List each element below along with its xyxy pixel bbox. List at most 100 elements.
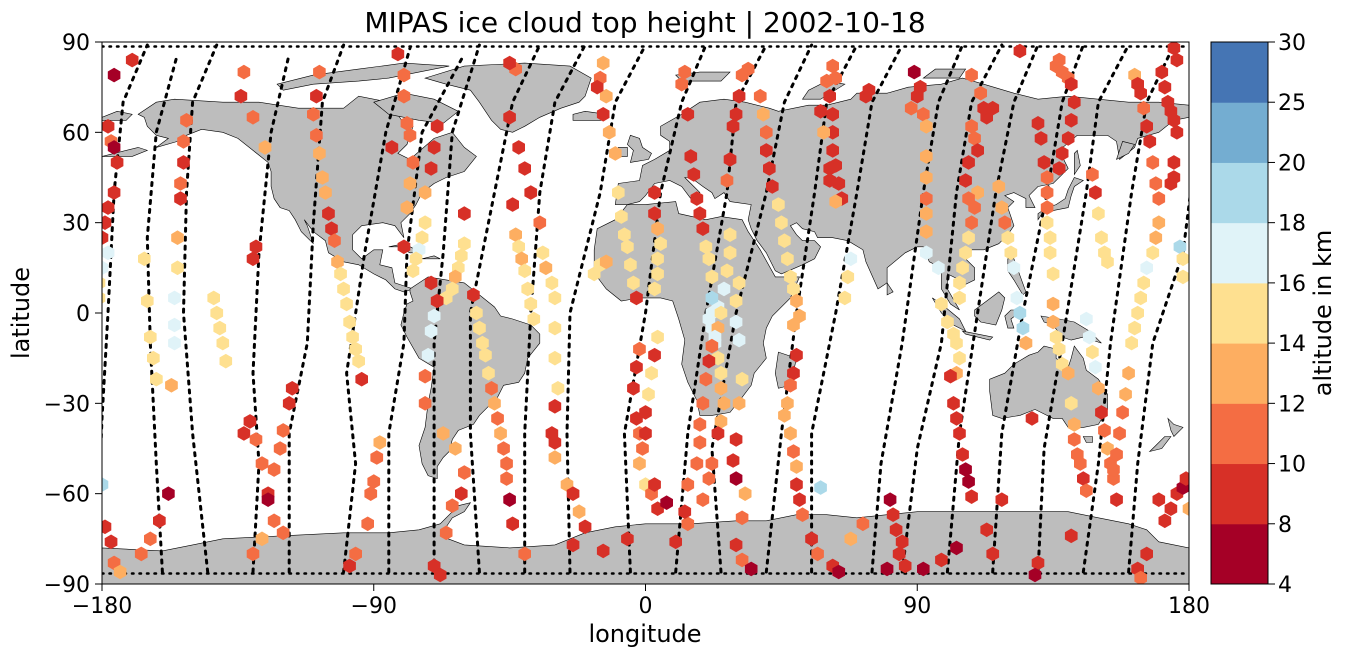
cloud-marker [503,492,516,507]
cloud-marker [953,350,966,366]
cloud-marker [491,411,504,426]
cloud-marker [705,456,719,471]
cloud-marker [1040,185,1054,200]
cloud-marker [1043,230,1057,245]
cloud-marker [361,516,374,532]
y-axis: −90 −60 −30 0 30 60 90 [44,31,102,598]
cloud-marker [1046,296,1060,312]
cloud-marker [723,152,737,167]
cloud-marker [729,107,743,122]
cloud-marker [705,269,719,285]
y-tick-label: 90 [62,31,90,56]
cloud-marker [1052,52,1066,68]
cloud-marker [331,254,344,270]
orbit-track [251,52,291,574]
cloud-marker [995,492,1009,507]
cloud-marker [1152,191,1166,206]
cloud-marker [787,365,800,381]
cloud-marker [307,107,320,122]
cloud-marker [536,245,550,261]
cloud-marker [276,525,290,541]
cloud-marker [424,275,438,291]
cloud-marker [548,399,562,414]
cloud-marker [986,546,1000,562]
cloud-marker [1080,483,1093,498]
cloud-marker [1034,131,1048,146]
colorbar-tick-label: 14 [1278,332,1306,357]
cloud-marker [826,143,839,158]
cloud-marker [397,88,411,104]
cloud-marker [249,432,263,447]
cloud-marker [144,329,157,345]
land-new-zealand-s [1148,436,1172,453]
orbit-track [468,43,542,574]
orbit-track [523,43,587,574]
cloud-marker [494,426,507,441]
cloud-marker [1137,275,1150,291]
cloud-marker [473,320,486,336]
cloud-marker [1176,269,1189,285]
colorbar-tick-label: 16 [1278,272,1306,297]
cloud-marker [1116,405,1129,420]
cloud-marker [285,381,299,396]
cloud-marker [168,335,181,351]
cloud-marker [1110,492,1123,507]
cloud-marker [787,281,800,297]
cloud-marker [458,236,471,251]
cloud-marker [778,233,791,248]
cloud-marker [660,495,673,510]
cloud-marker [1164,176,1178,191]
cloud-marker [971,143,984,158]
cloud-marker [944,368,957,384]
cloud-marker [720,263,734,279]
cloud-marker [856,516,870,532]
cloud-marker [962,474,975,489]
cloud-marker [424,161,438,176]
cloud-marker [110,155,124,170]
cloud-marker [102,230,109,245]
cloud-marker [1040,170,1054,185]
cloud-marker [370,450,384,465]
colorbar-tick-label: 20 [1278,151,1306,176]
cloud-marker [756,107,770,122]
cloud-marker [177,155,190,170]
orbit-track [1081,43,1176,574]
cloud-marker [572,504,586,519]
cloud-marker [216,335,230,351]
orbit-track [342,46,412,574]
cloud-marker [391,46,405,62]
cloud-marker [959,245,972,261]
cloud-marker [1025,411,1039,426]
cloud-marker [669,534,682,550]
cloud-marker [729,537,743,553]
cloud-marker [1182,501,1189,516]
cloud-marker [346,329,359,345]
cloud-marker [729,471,743,486]
cloud-marker [693,435,707,450]
cloud-marker [1037,155,1051,170]
cloud-marker [506,516,519,532]
cloud-marker [515,251,528,267]
cloud-marker [805,531,818,547]
cloud-marker [1043,245,1057,261]
cloud-marker [1046,314,1060,330]
cloud-marker [1077,471,1090,486]
cloud-marker [814,104,827,119]
cloud-marker [524,296,538,312]
cloud-marker [261,492,275,507]
cloud-marker [521,281,535,297]
cloud-marker [913,79,927,95]
cloud-marker [415,230,429,245]
cloud-marker [427,308,441,324]
cloud-marker [1089,359,1102,375]
cloud-marker [950,335,963,351]
cloud-marker [1013,305,1027,321]
cloud-marker [162,486,175,501]
cloud-marker [729,293,743,309]
cloud-marker [992,179,1006,194]
y-axis-label: latitude [7,267,35,359]
cloud-marker [998,215,1012,230]
cloud-marker [548,450,562,465]
cloud-marker [1176,251,1189,267]
cloud-marker [1031,555,1045,571]
